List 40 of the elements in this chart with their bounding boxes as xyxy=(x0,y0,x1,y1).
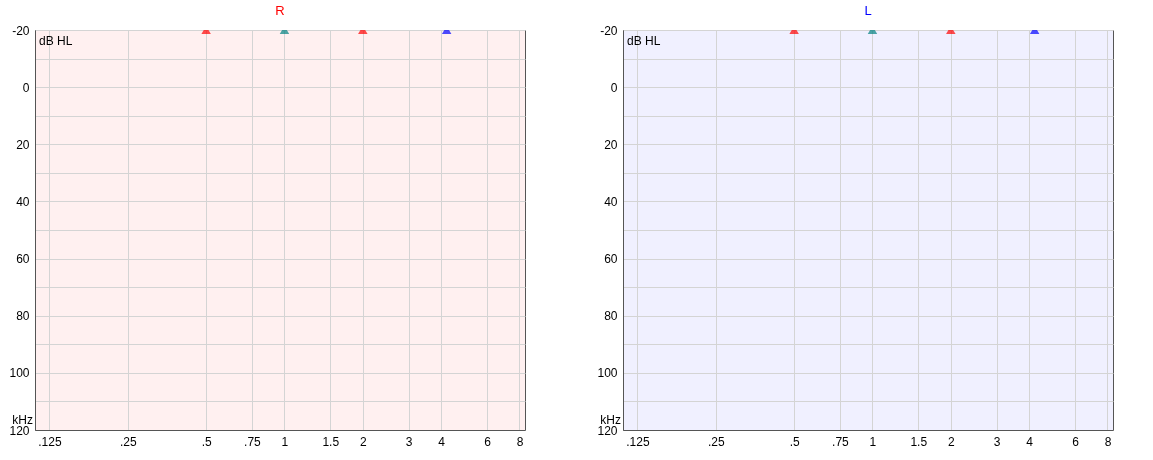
y-tick-label: -20 xyxy=(12,23,30,38)
y-tick-label: 80 xyxy=(16,309,30,324)
y-axis-title: dB HL xyxy=(627,34,661,48)
y-tick-label: 0 xyxy=(610,80,618,95)
y-tick-label: 100 xyxy=(597,366,618,381)
y-tick-label: 20 xyxy=(604,137,618,152)
x-tick-label: .5 xyxy=(201,434,212,449)
x-tick-label: 4 xyxy=(438,434,446,449)
x-tick-label: .125 xyxy=(626,434,650,449)
x-tick-label: 1 xyxy=(869,434,877,449)
x-tick-label: 1.5 xyxy=(322,434,340,449)
x-tick-label: .75 xyxy=(832,434,850,449)
chart-title: L xyxy=(864,3,872,18)
x-tick-label: 8 xyxy=(1104,434,1112,449)
y-tick-label: 100 xyxy=(9,366,30,381)
x-tick-label: 1 xyxy=(281,434,289,449)
y-tick-label: 60 xyxy=(604,252,618,267)
x-tick-label: .5 xyxy=(789,434,800,449)
x-tick-label: .125 xyxy=(38,434,62,449)
y-tick-label: 40 xyxy=(16,194,30,209)
y-tick-label: 40 xyxy=(604,194,618,209)
x-tick-label: 1.5 xyxy=(910,434,928,449)
y-tick-label: 0 xyxy=(22,80,30,95)
x-tick-label: .25 xyxy=(119,434,137,449)
x-tick-label: 8 xyxy=(516,434,524,449)
x-tick-label: 3 xyxy=(405,434,413,449)
x-tick-label: 6 xyxy=(1072,434,1080,449)
y-tick-label: -20 xyxy=(600,23,618,38)
x-tick-label: 2 xyxy=(947,434,955,449)
x-tick-label: 3 xyxy=(993,434,1001,449)
x-tick-label: 4 xyxy=(1026,434,1034,449)
y-tick-label: 80 xyxy=(604,309,618,324)
y-tick-label: 60 xyxy=(16,252,30,267)
chart-title: R xyxy=(275,3,285,18)
y-tick-label: 20 xyxy=(16,137,30,152)
y-axis-title: dB HL xyxy=(39,34,73,48)
x-tick-label: 6 xyxy=(484,434,492,449)
x-tick-label: 2 xyxy=(359,434,367,449)
x-tick-label: .25 xyxy=(707,434,725,449)
x-tick-label: .75 xyxy=(244,434,262,449)
